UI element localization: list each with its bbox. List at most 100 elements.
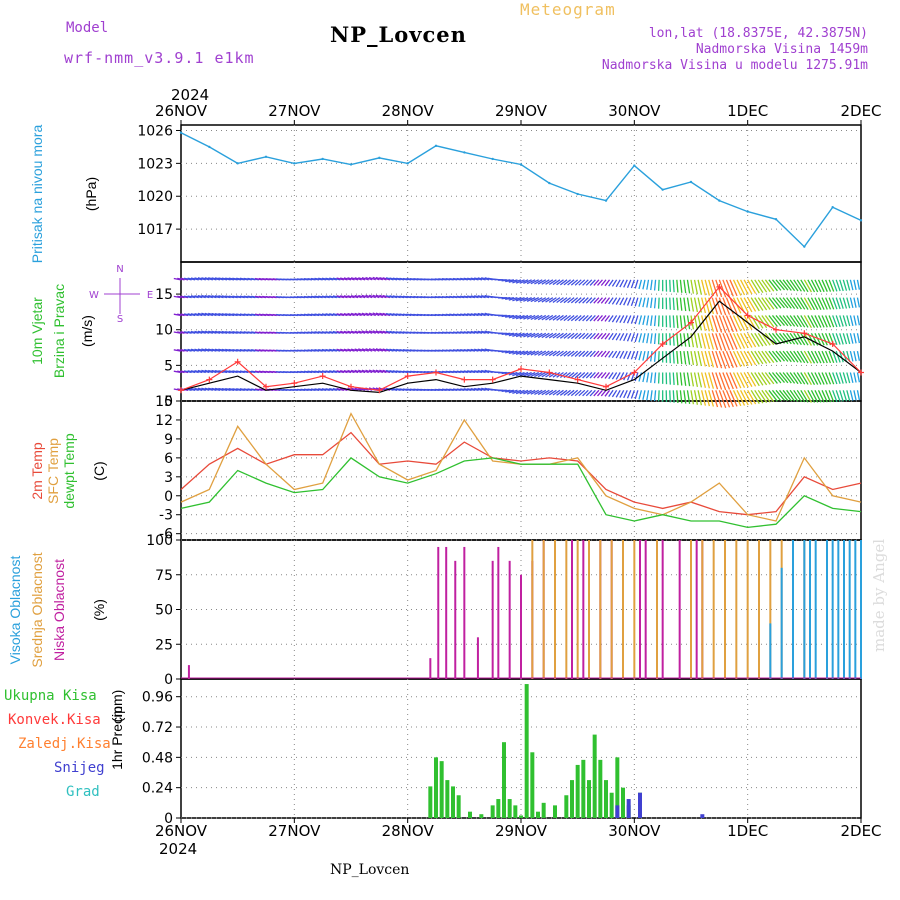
wind-barb <box>856 297 861 308</box>
wind-barb <box>545 350 554 357</box>
wind-barb <box>456 277 465 281</box>
cloud-mid-bar <box>656 540 658 679</box>
cloud-low-bar <box>497 546 500 679</box>
cloud-high-bar <box>848 540 851 679</box>
wind-barb <box>477 348 486 352</box>
wind-barb <box>750 297 760 312</box>
wind-barb <box>534 314 543 321</box>
wind-barb <box>650 297 653 308</box>
wind-barb <box>567 314 575 322</box>
wind-barb <box>552 314 561 321</box>
wind-barb <box>574 372 582 379</box>
wind-barb <box>608 372 614 380</box>
wind-barb <box>832 297 838 310</box>
wind-barb <box>523 332 532 338</box>
wind-barb <box>481 312 490 317</box>
wind-barb <box>669 372 671 385</box>
wind-barb <box>718 372 727 391</box>
wind-barb <box>669 390 671 403</box>
wind-barb <box>626 333 632 342</box>
wind-barb <box>740 297 749 313</box>
wind-barb <box>736 279 746 296</box>
wind-barb <box>325 370 334 374</box>
wind-barb <box>512 314 522 320</box>
wind-barb <box>768 297 778 309</box>
wind-barb <box>761 389 771 403</box>
precip-total-bar <box>507 799 512 818</box>
wind-barb <box>329 330 337 334</box>
wind-barb <box>846 390 851 402</box>
wind-barb <box>608 389 614 397</box>
cloud-mid-bar <box>769 540 772 679</box>
precip-total-bar <box>587 780 591 818</box>
wind-barb <box>481 330 490 334</box>
wind-barb <box>623 315 628 324</box>
precip-ytick-label: 0.48 <box>142 750 173 766</box>
wind-barb <box>669 315 671 328</box>
wind-barb <box>615 315 621 323</box>
precip-total-bar <box>502 742 506 818</box>
wind-gust-marker <box>291 380 298 387</box>
wind-barb <box>646 297 650 308</box>
wind-barb <box>585 297 593 304</box>
wind-barb <box>354 330 362 334</box>
wind-barb <box>548 314 557 321</box>
wind-barb <box>740 372 749 388</box>
wind-barb <box>329 387 337 391</box>
wind-barb <box>187 295 196 299</box>
wind-barb <box>508 297 518 301</box>
wind-barb <box>646 279 650 290</box>
wind-barb <box>686 279 691 294</box>
wind-barb <box>190 313 199 317</box>
cloud-high-bar <box>803 540 806 679</box>
wind-barb <box>208 330 217 334</box>
wind-barb <box>782 297 792 309</box>
wind-barb <box>700 390 707 406</box>
wind-barb <box>853 315 857 326</box>
wind-barb <box>197 387 206 391</box>
precip-total-bar <box>428 786 433 818</box>
wind-barb <box>600 389 607 397</box>
wind-barb <box>537 389 547 396</box>
wind-barb <box>578 332 586 340</box>
x-label-bottom: 27NOV <box>268 822 321 840</box>
wind-barb <box>585 279 593 286</box>
wind-barb <box>221 348 231 352</box>
wind-barb <box>803 332 812 346</box>
wind-barb <box>477 295 486 299</box>
wind-barb <box>183 295 192 299</box>
temperature-line-2 <box>180 457 862 529</box>
wind-barb <box>321 348 330 352</box>
wind-barb <box>849 279 854 291</box>
wind-barb <box>365 312 373 317</box>
wind-barb <box>761 332 771 346</box>
wind-barb <box>650 390 653 401</box>
wind-barb <box>608 297 614 305</box>
wind-barb <box>350 369 359 374</box>
wind-barb <box>725 390 734 408</box>
wind-barb <box>619 390 625 398</box>
wind-barb <box>570 350 579 357</box>
wind-barb <box>754 389 764 404</box>
wind-barb <box>208 348 217 352</box>
wind-barb <box>463 313 472 317</box>
wind-barb <box>593 297 600 304</box>
wind-barb <box>467 348 476 352</box>
wind-barb <box>336 370 345 374</box>
wind-barb <box>832 350 838 363</box>
wind-barb <box>846 333 851 345</box>
wind-barb <box>623 350 628 359</box>
wind-barb <box>611 279 618 287</box>
wind-barb <box>570 371 579 379</box>
precip-total-bar <box>621 787 625 818</box>
wind-barb <box>693 333 699 348</box>
wind-barb <box>697 372 703 388</box>
wind-barb <box>642 315 646 326</box>
wind-barb <box>467 330 476 334</box>
clouds-ytick-label: 0 <box>164 672 173 688</box>
wind-barb <box>526 297 536 302</box>
wind-barb <box>470 330 479 334</box>
precip-total-bar <box>592 734 597 818</box>
wind-barb <box>372 330 380 334</box>
wind-barb <box>715 350 723 369</box>
